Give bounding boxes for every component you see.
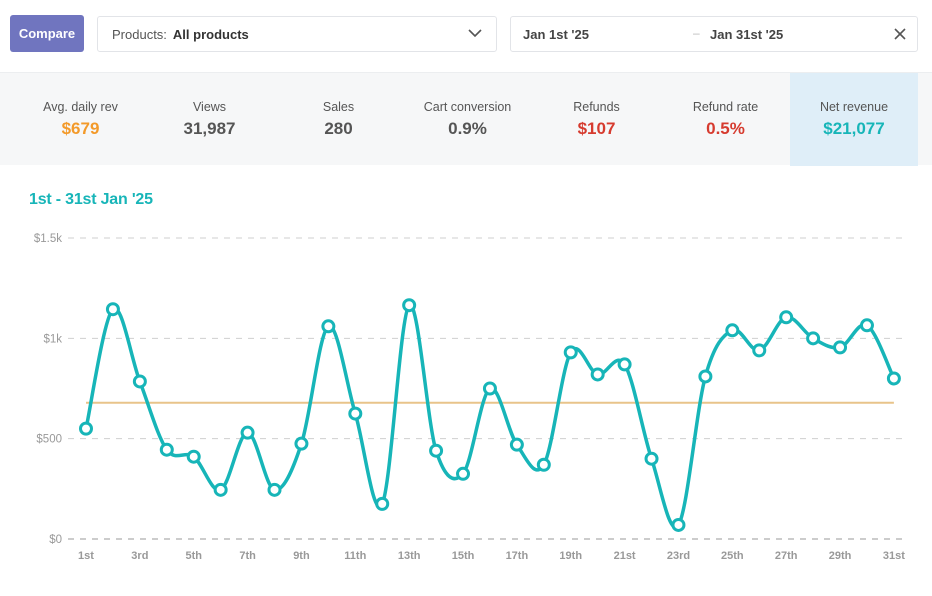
x-tick-label: 19th (559, 550, 582, 562)
stat-label: Views (192, 100, 227, 114)
data-point (482, 381, 497, 396)
data-point (429, 443, 444, 458)
stat-label: Cart conversion (423, 100, 512, 114)
data-point (213, 482, 228, 497)
date-end[interactable]: Jan 31st '25 (710, 27, 784, 42)
y-tick-label: $500 (36, 434, 62, 446)
data-point (590, 367, 605, 382)
stat-refunds[interactable]: Refunds $107 (532, 73, 661, 166)
date-range-picker[interactable]: Jan 1st '25 – Jan 31st '25 (510, 16, 918, 52)
y-tick-label: $1k (43, 333, 62, 345)
stat-value: 280 (324, 119, 353, 138)
stat-cart-conversion[interactable]: Cart conversion 0.9% (403, 73, 532, 166)
data-point (779, 310, 794, 325)
stat-label: Net revenue (819, 100, 889, 114)
stat-value: $679 (61, 119, 100, 138)
chevron-down-icon (468, 29, 482, 38)
x-tick-label: 1st (78, 550, 94, 562)
stat-views[interactable]: Views 31,987 (145, 73, 274, 166)
data-point (644, 451, 659, 466)
data-point (509, 437, 524, 452)
x-tick-label: 31st (883, 550, 905, 562)
stat-label: Sales (322, 100, 355, 114)
x-tick-label: 27th (775, 550, 798, 562)
stat-sales[interactable]: Sales 280 (274, 73, 403, 166)
x-tick-label: 17th (506, 550, 529, 562)
data-point (186, 449, 201, 464)
data-point (79, 421, 93, 436)
products-select-value: All products (172, 26, 249, 42)
data-point (671, 517, 686, 532)
data-point (348, 406, 363, 421)
products-select[interactable]: Products: All products (97, 16, 497, 52)
stat-value: $107 (577, 119, 616, 138)
products-select-label: Products: (112, 26, 167, 42)
data-point (375, 496, 390, 511)
data-point (833, 340, 848, 355)
date-start[interactable]: Jan 1st '25 (523, 27, 589, 42)
compare-button[interactable]: Compare (10, 15, 84, 52)
y-tick-label: $0 (49, 534, 62, 546)
data-point (886, 371, 901, 386)
stat-net-revenue[interactable]: Net revenue $21,077 (790, 73, 918, 166)
data-point (752, 343, 767, 358)
toolbar: Compare Products: All products Jan 1st '… (0, 0, 932, 72)
x-tick-label: 29th (829, 550, 852, 562)
revenue-line-chart: $0 $500 $1k $1.5k 1st 3rd 5th 7th 9th 11th 13th 15t… (34, 233, 905, 562)
data-point (698, 369, 713, 384)
data-point (105, 302, 120, 317)
data-point (240, 425, 255, 440)
data-point (402, 298, 417, 313)
data-point (159, 442, 174, 457)
stat-label: Refund rate (692, 100, 759, 114)
y-tick-label: $1.5k (34, 233, 62, 245)
x-tick-label: 7th (239, 550, 256, 562)
data-point (132, 374, 147, 389)
stats-bar: Avg. daily rev $679 Views 31,987 Sales 2… (0, 72, 932, 166)
data-point (859, 318, 874, 333)
stat-label: Refunds (573, 100, 620, 114)
stat-value: $21,077 (823, 119, 885, 138)
x-tick-label: 13th (398, 550, 421, 562)
data-point (294, 436, 309, 451)
data-point (725, 323, 740, 338)
x-tick-label: 5th (185, 550, 202, 562)
x-tick-label: 25th (721, 550, 744, 562)
date-separator: – (693, 26, 700, 40)
x-tick-label: 23rd (667, 550, 690, 562)
stat-value: 0.5% (706, 119, 745, 138)
data-point (267, 482, 282, 497)
data-point (456, 466, 471, 481)
stat-value: 0.9% (448, 119, 487, 138)
x-tick-label: 15th (452, 550, 475, 562)
data-point (806, 331, 821, 346)
data-point (563, 345, 578, 360)
chart-title: 1st - 31st Jan '25 (29, 191, 153, 208)
x-tick-label: 9th (293, 550, 310, 562)
stat-refund-rate[interactable]: Refund rate 0.5% (661, 73, 790, 166)
data-point (617, 357, 632, 372)
stat-avg-daily-rev[interactable]: Avg. daily rev $679 (16, 73, 145, 166)
x-tick-label: 3rd (131, 550, 148, 562)
stat-value: 31,987 (183, 119, 236, 138)
data-point (536, 457, 551, 472)
data-point (321, 319, 336, 334)
close-icon[interactable] (893, 27, 907, 41)
x-tick-label: 21st (614, 550, 636, 562)
stat-label: Avg. daily rev (43, 100, 118, 114)
x-tick-label: 11th (344, 550, 366, 562)
